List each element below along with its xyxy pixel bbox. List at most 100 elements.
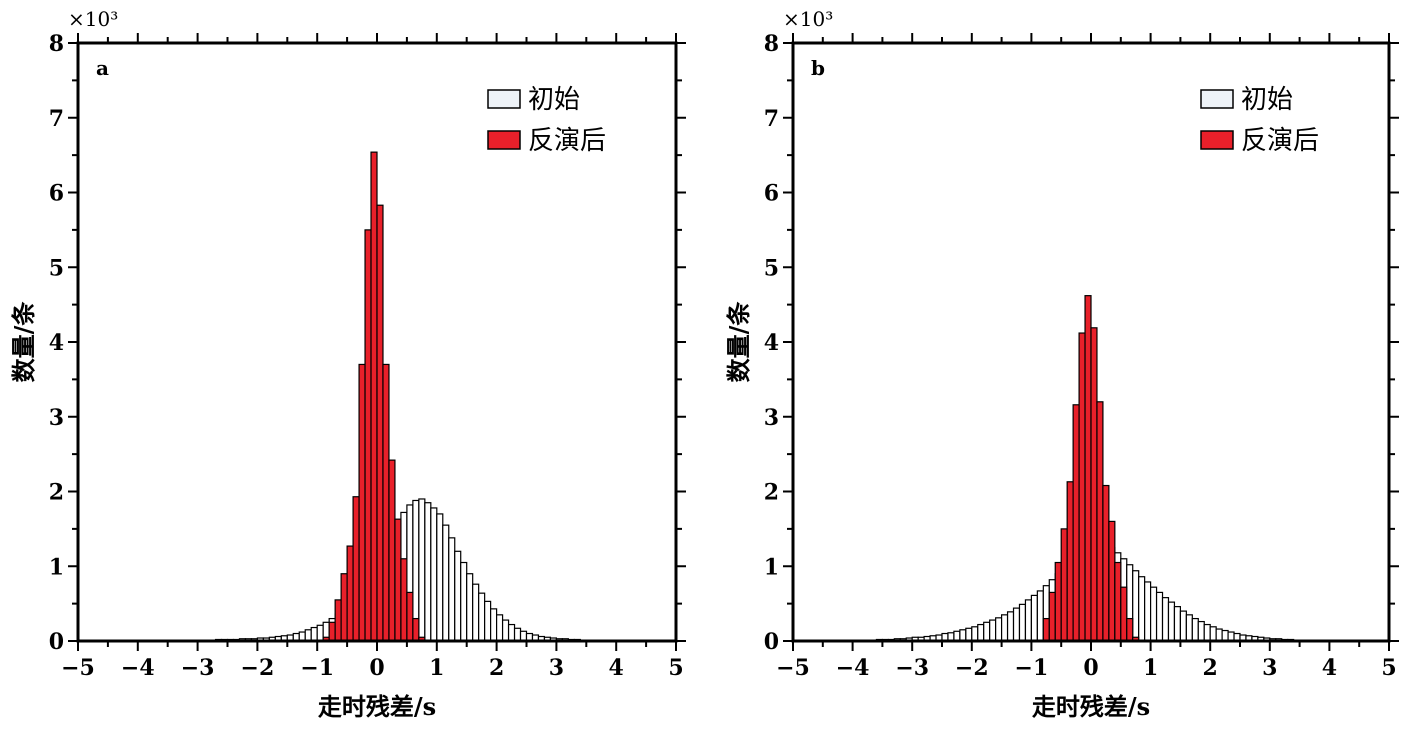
x-tick-label: 3 [549, 655, 564, 681]
x-axis-title: 走时残差/s [1032, 692, 1150, 721]
histogram-bar [971, 626, 979, 642]
histogram-bar [1114, 561, 1122, 642]
x-tick-label: 4 [609, 655, 624, 681]
panel-label: a [96, 56, 109, 80]
x-tick-label: −3 [181, 655, 215, 681]
histogram-bar [1138, 576, 1146, 642]
histogram-bar [1102, 484, 1110, 642]
histogram-bar [1084, 295, 1092, 642]
histogram-bar [1006, 611, 1015, 642]
legend-swatch-inverted [487, 130, 521, 150]
legend-label-initial: 初始 [528, 85, 580, 115]
histogram-bar [496, 614, 504, 642]
histogram-bar [501, 619, 510, 642]
y-multiplier-label: ×10³ [68, 7, 118, 31]
y-tick-label: 6 [49, 181, 64, 207]
histogram-bar [1036, 590, 1044, 642]
y-multiplier-label: ×10³ [783, 7, 833, 31]
y-tick-label: 1 [49, 554, 64, 580]
legend-swatch-initial [487, 89, 521, 109]
histogram-bar [454, 550, 462, 642]
histogram-bar [358, 363, 366, 642]
legend-label-inverted: 反演后 [1241, 126, 1319, 156]
histogram-bar [472, 583, 480, 642]
histogram-bar [1215, 628, 1223, 642]
histogram-bar [959, 629, 967, 642]
histogram-bar [394, 518, 402, 642]
histogram-bar [1167, 601, 1176, 642]
histogram-bar [513, 627, 522, 642]
y-tick-label: 5 [49, 255, 64, 281]
histogram-bar [1072, 404, 1080, 642]
y-tick-label: 0 [764, 629, 779, 655]
y-tick-label: 0 [49, 629, 64, 655]
legend-swatch-inverted [1200, 130, 1234, 150]
histogram-bar [1030, 594, 1038, 642]
x-tick-label: −4 [121, 655, 155, 681]
y-tick-label: 5 [764, 255, 779, 281]
x-tick-label: 1 [1143, 655, 1158, 681]
histogram-bar [364, 229, 372, 642]
histogram-bar [1090, 327, 1098, 642]
histogram-bar [1018, 603, 1027, 642]
histogram-bar [1108, 520, 1116, 642]
histogram-bar [484, 600, 492, 642]
histogram-bar [448, 537, 456, 642]
series-inverted [1042, 295, 1140, 642]
x-tick-label: −1 [1015, 655, 1049, 681]
histogram-bar [995, 617, 1003, 642]
y-tick-label: 7 [764, 106, 779, 132]
histogram-bar [1191, 617, 1199, 642]
histogram-bar [1179, 610, 1187, 642]
histogram-bar [382, 363, 390, 642]
histogram-bar [340, 573, 348, 642]
histogram-bar [977, 623, 985, 642]
y-tick-label: 8 [764, 31, 779, 57]
histogram-bar [418, 498, 426, 642]
chart-panel-b: −5 −4 −3 −2 −1 0 1 2 3 4 5 0 1 2 3 4 5 6 7 8×10³ b 走时残差/s 数量/条… [724, 7, 1399, 721]
histogram-bar [334, 599, 342, 642]
histogram-bar [328, 621, 336, 642]
histogram-bar [412, 617, 420, 642]
histogram-bar [346, 545, 354, 642]
histogram-bar [1149, 586, 1158, 642]
histogram-bar [1060, 528, 1068, 642]
histogram-bar [1054, 561, 1062, 642]
histogram-bar [310, 626, 318, 642]
histogram-bar [490, 608, 498, 642]
x-tick-label: −2 [241, 655, 275, 681]
histogram-bar [1185, 614, 1193, 642]
y-tick-label: 8 [49, 31, 64, 57]
x-tick-label: 5 [1381, 655, 1396, 681]
histogram-bar [1126, 617, 1134, 642]
x-axis-title: 走时残差/s [318, 692, 436, 721]
legend-swatch-initial [1200, 89, 1234, 109]
histogram-bar [370, 151, 378, 642]
histogram-bar [507, 623, 516, 642]
series-inverted [322, 151, 426, 642]
y-tick-label: 4 [764, 330, 779, 356]
histogram-bar [989, 619, 997, 642]
histogram-bar [1012, 607, 1021, 642]
histogram-bar [460, 561, 468, 642]
histogram-bar [1132, 570, 1140, 642]
histogram-bar [1144, 581, 1152, 642]
histogram-bar [1203, 623, 1211, 642]
histogram-bar [388, 459, 396, 642]
x-tick-label: −5 [776, 655, 810, 681]
histogram-bar [1024, 599, 1032, 642]
x-tick-label: −4 [836, 655, 870, 681]
panel-label: b [811, 56, 825, 80]
y-tick-label: 6 [764, 181, 779, 207]
histogram-bar [406, 591, 414, 642]
histogram-bar [1042, 617, 1050, 642]
x-tick-label: 0 [369, 655, 384, 681]
y-tick-label: 3 [49, 405, 64, 431]
histogram-bar [304, 629, 312, 642]
histogram-bar [1096, 401, 1104, 642]
y-tick-label: 2 [49, 480, 64, 506]
x-tick-label: 1 [429, 655, 444, 681]
x-tick-label: 3 [1262, 655, 1277, 681]
